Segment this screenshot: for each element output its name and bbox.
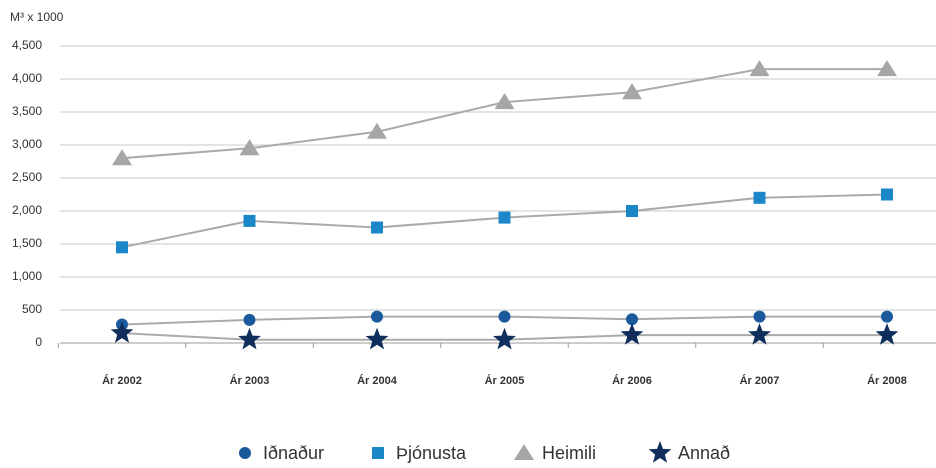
- data-point: [749, 60, 770, 77]
- y-tick-label: 2,000: [12, 203, 42, 217]
- data-point: [116, 241, 128, 254]
- x-tick-label: Ár 2003: [230, 374, 270, 387]
- data-point: [748, 323, 771, 345]
- data-point: [494, 93, 515, 110]
- data-point: [875, 323, 899, 345]
- data-point: [626, 313, 638, 326]
- data-point: [881, 188, 893, 201]
- legend-marker: [648, 441, 672, 463]
- data-point: [622, 83, 642, 100]
- x-tick-label: Ár 2007: [740, 374, 780, 387]
- y-tick-label: 0: [35, 335, 42, 349]
- data-point: [371, 310, 383, 323]
- legend-label: Iðnaður: [263, 443, 324, 463]
- legend-label: Þjónusta: [396, 443, 467, 463]
- x-tick-label: Ár 2008: [867, 374, 907, 387]
- data-point: [877, 60, 897, 77]
- y-tick-label: 1,000: [12, 269, 42, 283]
- legend-label: Heimili: [542, 443, 596, 463]
- data-point: [367, 122, 387, 139]
- legend-marker: [372, 447, 384, 459]
- data-point: [753, 310, 766, 323]
- x-tick-label: Ár 2006: [612, 374, 652, 387]
- y-tick-label: 2,500: [12, 170, 42, 184]
- data-point: [365, 327, 389, 350]
- x-tick-label: Ár 2005: [485, 374, 525, 387]
- data-point: [620, 323, 644, 345]
- data-point: [239, 139, 260, 156]
- legend-marker: [514, 444, 534, 460]
- data-point: [498, 310, 511, 323]
- data-point: [110, 321, 134, 343]
- x-tick-label: Ár 2004: [357, 374, 398, 387]
- data-point: [626, 205, 638, 217]
- data-point: [112, 149, 132, 166]
- data-point: [498, 211, 511, 224]
- legend-marker: [239, 447, 251, 459]
- y-tick-label: 4,500: [12, 38, 42, 52]
- y-tick-label: 3,000: [12, 137, 42, 151]
- y-tick-label: 3,500: [12, 104, 42, 118]
- data-point: [243, 313, 256, 326]
- data-point: [371, 221, 383, 234]
- y-tick-label: 4,000: [12, 71, 42, 85]
- x-tick-label: Ár 2002: [102, 374, 142, 387]
- data-point: [238, 327, 261, 350]
- data-point: [243, 214, 256, 227]
- y-tick-label: 1,500: [12, 236, 42, 250]
- y-axis-label: M³ x 1000: [10, 10, 64, 24]
- y-tick-label: 500: [22, 302, 42, 316]
- data-point: [881, 310, 893, 323]
- data-point: [753, 191, 766, 204]
- data-point: [493, 327, 516, 350]
- legend-label: Annað: [678, 443, 730, 463]
